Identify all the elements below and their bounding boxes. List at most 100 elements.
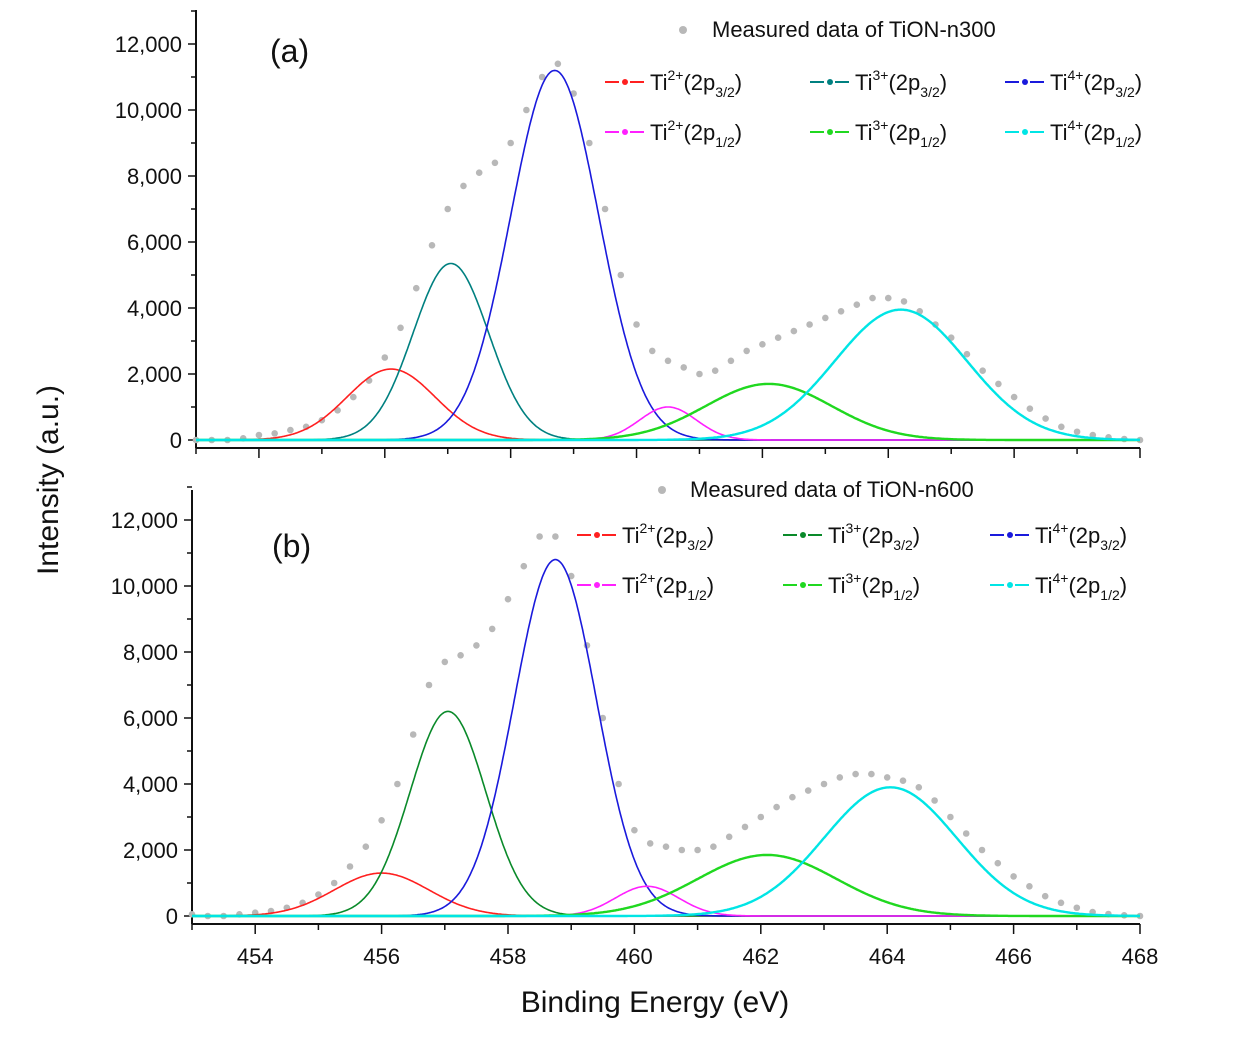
- measured-data-point: [868, 770, 875, 778]
- measured-data-point: [441, 658, 449, 666]
- legend-label-part: Ti: [650, 70, 668, 95]
- legend-label-part: (2p: [1068, 523, 1100, 548]
- measured-data-point: [837, 308, 845, 315]
- y-tick-label: 6,000: [127, 230, 182, 255]
- measured-data-point: [631, 826, 638, 834]
- legend-label: Ti4+(2p3/2): [1050, 67, 1142, 100]
- legend-label-part: 1/2: [893, 587, 913, 603]
- legend-label-part: 1/2: [687, 587, 707, 603]
- legend-label-part: 4+: [1053, 570, 1069, 586]
- legend-marker: [622, 129, 628, 135]
- legend-label: Ti3+(2p3/2): [828, 520, 920, 553]
- legend-label-part: 3/2: [1115, 84, 1135, 100]
- y-tick-label: 4,000: [127, 296, 182, 321]
- measured-data-point: [460, 182, 467, 190]
- measured-data-point: [711, 367, 719, 375]
- measured-data-point: [1089, 431, 1097, 439]
- y-tick-label: 8,000: [123, 640, 178, 665]
- measured-data-point: [378, 817, 385, 824]
- measured-data-point: [1026, 405, 1034, 412]
- x-tick-label: 460: [616, 944, 653, 969]
- measured-data-point: [743, 347, 750, 355]
- measured-data-point: [648, 347, 656, 355]
- measured-data-point: [428, 242, 436, 249]
- measured-data-point: [554, 60, 562, 68]
- x-tick-label: 462: [742, 944, 779, 969]
- measured-data-point: [504, 595, 512, 603]
- measured-data-point: [790, 327, 798, 335]
- panel-b: 0 2,000 4,000 6,000 8,000 10,000 12,000 454 456 4…: [111, 477, 1159, 969]
- x-tick-label: 458: [490, 944, 527, 969]
- y-tick-label: 2,000: [127, 362, 182, 387]
- legend-label-part: 2+: [640, 520, 656, 536]
- measured-data-point: [1057, 899, 1065, 907]
- legend-label: Ti3+(2p1/2): [855, 117, 947, 150]
- legend-label-part: 3+: [846, 570, 862, 586]
- y-tick-label: 8,000: [127, 164, 182, 189]
- legend-label-part: (2p: [1083, 120, 1115, 145]
- legend-label: Ti2+(2p3/2): [622, 520, 714, 553]
- legend-label: Ti4+(2p1/2): [1035, 570, 1127, 603]
- measured-data-point: [1042, 415, 1049, 422]
- measured-data-point: [963, 350, 971, 358]
- measured-data-point: [520, 562, 528, 570]
- measured-data-point: [994, 859, 1002, 867]
- legend-marker: [827, 129, 833, 135]
- measured-data-point: [330, 879, 338, 887]
- panel-label: (b): [272, 528, 311, 564]
- legend-marker: [622, 79, 628, 85]
- measured-data-point: [599, 714, 607, 722]
- measured-data-point: [664, 357, 672, 365]
- measured-data-point: [757, 813, 765, 821]
- legend-marker: [827, 79, 833, 85]
- y-tick-label: 0: [166, 904, 178, 929]
- measured-data-point: [773, 803, 780, 811]
- legend-label: Ti3+(2p1/2): [828, 570, 920, 603]
- measured-data-point: [978, 846, 986, 854]
- legend-measured-marker: [679, 26, 687, 34]
- y-tick-label: 10,000: [111, 574, 178, 599]
- legend-label-part: 1/2: [715, 134, 735, 150]
- legend-measured-label: Measured data of TiON-n300: [712, 17, 996, 42]
- measured-data-point: [1041, 892, 1049, 900]
- measured-data-point: [287, 426, 294, 434]
- legend-label-part: Ti: [828, 573, 846, 598]
- x-tick-label: 466: [995, 944, 1032, 969]
- fit-curve-Ti4plus-2p1-2: [196, 308, 1140, 442]
- legend-label-part: ): [1120, 573, 1127, 598]
- legend-label-part: ): [707, 523, 714, 548]
- legend-label-part: 1/2: [920, 134, 940, 150]
- legend-label-part: Ti: [828, 523, 846, 548]
- measured-data-point: [1010, 873, 1017, 880]
- measured-data-point: [457, 652, 464, 659]
- x-tick-label: 456: [363, 944, 400, 969]
- measured-data-point: [694, 846, 701, 854]
- measured-data-point: [552, 533, 559, 540]
- measured-data-point: [680, 364, 688, 371]
- measured-data-point: [475, 169, 483, 176]
- measured-data-point: [947, 813, 954, 821]
- measured-data-point: [601, 205, 609, 213]
- measured-data-point: [315, 891, 322, 898]
- legend-label: Ti3+(2p3/2): [855, 67, 947, 100]
- legend-label-part: 4+: [1068, 117, 1084, 133]
- measured-data-point: [397, 324, 404, 332]
- legend-label-part: Ti: [650, 120, 668, 145]
- measured-data-point: [646, 840, 654, 847]
- legend-label-part: (2p: [861, 523, 893, 548]
- measured-data-point: [409, 731, 417, 738]
- measured-data-point: [759, 341, 766, 348]
- measured-data-point: [507, 139, 514, 147]
- legend-measured-marker: [658, 486, 666, 494]
- measured-data-point: [696, 370, 703, 378]
- measured-data-point: [853, 301, 861, 309]
- measured-data-point: [789, 793, 796, 801]
- legend-label-part: Ti: [622, 523, 640, 548]
- measured-data-point: [822, 314, 829, 322]
- legend-label-part: (2p: [655, 573, 687, 598]
- measured-data-point: [979, 367, 986, 375]
- legend-label: Ti4+(2p1/2): [1050, 117, 1142, 150]
- legend-marker: [594, 582, 600, 588]
- measured-data-point: [491, 159, 499, 167]
- measured-data-point: [381, 354, 389, 361]
